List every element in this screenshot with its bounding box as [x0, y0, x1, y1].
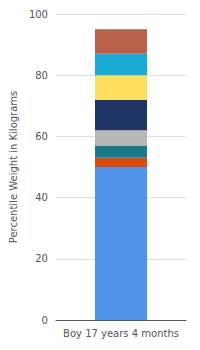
svg-text:Percentile Weight in Kilograms: Percentile Weight in Kilograms: [8, 91, 19, 244]
svg-text:100: 100: [29, 9, 48, 20]
svg-text:40: 40: [35, 192, 48, 203]
svg-text:60: 60: [35, 131, 48, 142]
svg-text:80: 80: [35, 70, 48, 81]
svg-text:0: 0: [42, 315, 48, 326]
svg-text:20: 20: [35, 253, 48, 264]
svg-text:Boy 17 years 4 months: Boy 17 years 4 months: [63, 328, 179, 339]
